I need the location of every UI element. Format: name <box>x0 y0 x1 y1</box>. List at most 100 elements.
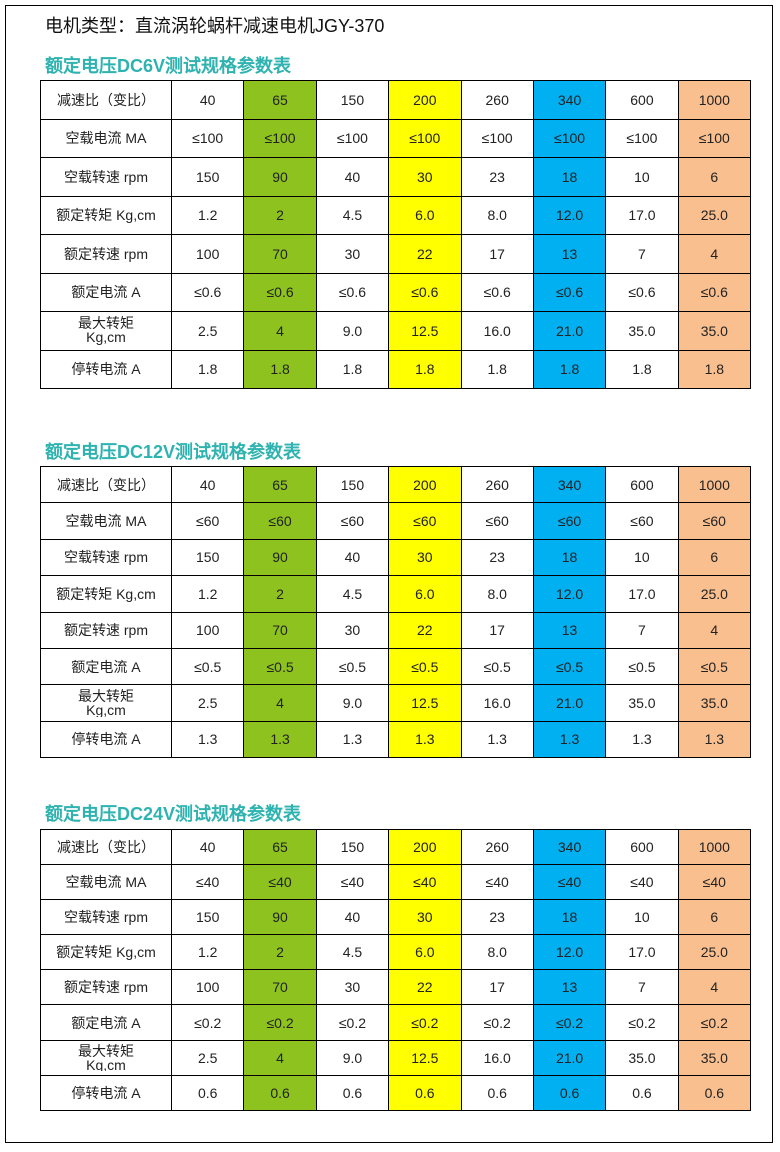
row-label: 空载电流 MA <box>40 118 172 158</box>
row-label: 额定转矩 Kg,cm <box>40 575 172 613</box>
spec-table: 减速比（变比） 40 65 150 200 260 340 600 1000 空载电流 MA ≤40… <box>40 828 752 1111</box>
page-frame <box>5 5 773 1143</box>
cell: 21.0 <box>532 684 607 722</box>
cell: 260 <box>460 828 534 866</box>
cell: 0.6 <box>605 1074 679 1111</box>
table-row: 最大转矩 Kg,cm 2.5 4 9.0 12.5 16.0 21.0 35.0 35.0 <box>40 311 752 351</box>
cell: 12.0 <box>532 195 607 235</box>
cell: 90 <box>243 157 317 197</box>
cell: 200 <box>388 80 462 120</box>
row-label: 额定电流 A <box>40 1004 172 1041</box>
cell: 18 <box>532 538 607 577</box>
cell: 1000 <box>677 80 752 120</box>
cell: 100 <box>170 969 245 1006</box>
cell: 150 <box>170 157 245 197</box>
cell: 4 <box>677 969 752 1006</box>
cell: ≤0.5 <box>605 647 679 686</box>
cell: 40 <box>315 157 390 197</box>
cell: 4 <box>677 234 752 274</box>
section-title: 额定电压DC12V测试规格参数表 <box>45 442 302 462</box>
cell: 30 <box>388 538 462 577</box>
table-row: 额定转速 rpm 100 70 30 22 17 13 7 4 <box>40 969 752 1006</box>
cell: ≤0.6 <box>460 272 534 312</box>
cell: 1.8 <box>170 349 245 389</box>
cell: 260 <box>460 465 534 504</box>
cell: ≤0.2 <box>677 1004 752 1041</box>
cell: 4 <box>243 1039 317 1076</box>
cell: 100 <box>170 234 245 274</box>
cell: 12.0 <box>532 575 607 613</box>
table-row: 额定电流 A ≤0.6 ≤0.6 ≤0.6 ≤0.6 ≤0.6 ≤0.6 ≤0.6 ≤0.6 <box>40 272 752 312</box>
cell: ≤40 <box>532 864 607 901</box>
cell: 13 <box>532 611 607 649</box>
row-label: 最大转矩 Kg,cm <box>40 684 172 722</box>
cell: 35.0 <box>605 1039 679 1076</box>
cell: 1.8 <box>532 349 607 389</box>
cell: ≤0.5 <box>170 647 245 686</box>
cell: 0.6 <box>315 1074 390 1111</box>
cell: ≤100 <box>388 118 462 158</box>
cell: 70 <box>243 234 317 274</box>
cell: ≤0.6 <box>170 272 245 312</box>
cell: ≤60 <box>243 502 317 540</box>
cell: 1.2 <box>170 195 245 235</box>
cell: 35.0 <box>605 311 679 351</box>
cell: 600 <box>605 80 679 120</box>
cell: 1.3 <box>677 720 752 759</box>
cell: ≤100 <box>532 118 607 158</box>
table-row: 最大转矩 Kg,cm 2.5 4 9.0 12.5 16.0 21.0 35.0 35.0 <box>40 684 752 722</box>
cell: 1.3 <box>532 720 607 759</box>
cell: 10 <box>605 538 679 577</box>
cell: 100 <box>170 611 245 649</box>
cell: ≤0.6 <box>315 272 390 312</box>
cell: 6.0 <box>388 934 462 971</box>
cell: 16.0 <box>460 684 534 722</box>
cell: 13 <box>532 969 607 1006</box>
section-title: 额定电压DC24V测试规格参数表 <box>45 804 302 824</box>
table-row: 空载转速 rpm 150 90 40 30 23 18 10 6 <box>40 538 752 577</box>
row-label-text: 最大转矩 Kg,cm <box>78 315 134 345</box>
cell: 6.0 <box>388 195 462 235</box>
cell: 9.0 <box>315 684 390 722</box>
table-row: 空载电流 MA ≤100 ≤100 ≤100 ≤100 ≤100 ≤100 ≤100 ≤100 <box>40 118 752 158</box>
cell: 600 <box>605 465 679 504</box>
cell: 340 <box>532 80 607 120</box>
cell: 17 <box>460 234 534 274</box>
cell: 4.5 <box>315 575 390 613</box>
table-row: 额定转速 rpm 100 70 30 22 17 13 7 4 <box>40 234 752 274</box>
cell: 17 <box>460 969 534 1006</box>
cell: ≤0.5 <box>243 647 317 686</box>
row-label: 最大转矩 Kg,cm <box>40 311 172 351</box>
cell: 13 <box>532 234 607 274</box>
cell: 4 <box>677 611 752 649</box>
cell: 23 <box>460 899 534 936</box>
cell: 7 <box>605 234 679 274</box>
cell: 600 <box>605 828 679 866</box>
row-label: 额定转矩 Kg,cm <box>40 934 172 971</box>
cell: 65 <box>243 465 317 504</box>
cell: ≤60 <box>677 502 752 540</box>
cell: 21.0 <box>532 311 607 351</box>
cell: 10 <box>605 899 679 936</box>
cell: 150 <box>315 80 390 120</box>
table-row: 停转电流 A 1.8 1.8 1.8 1.8 1.8 1.8 1.8 1.8 <box>40 349 752 389</box>
cell: 1.8 <box>388 349 462 389</box>
table-row: 空载转速 rpm 150 90 40 30 23 18 10 6 <box>40 157 752 197</box>
row-label: 额定电流 A <box>40 647 172 686</box>
cell: 6.0 <box>388 575 462 613</box>
cell: 1.3 <box>605 720 679 759</box>
table-row: 最大转矩 Kg,cm 2.5 4 9.0 12.5 16.0 21.0 35.0 35.0 <box>40 1039 752 1076</box>
cell: ≤60 <box>605 502 679 540</box>
cell: ≤40 <box>315 864 390 901</box>
row-label: 减速比（变比） <box>40 80 172 120</box>
cell: 1.8 <box>677 349 752 389</box>
cell: 70 <box>243 611 317 649</box>
cell: 1.3 <box>388 720 462 759</box>
cell: 16.0 <box>460 1039 534 1076</box>
cell: 17.0 <box>605 575 679 613</box>
section-title: 额定电压DC6V测试规格参数表 <box>45 56 292 76</box>
table-row: 额定转矩 Kg,cm 1.2 2 4.5 6.0 8.0 12.0 17.0 25.0 <box>40 934 752 971</box>
cell: ≤100 <box>677 118 752 158</box>
cell: 8.0 <box>460 934 534 971</box>
cell: 40 <box>170 828 245 866</box>
